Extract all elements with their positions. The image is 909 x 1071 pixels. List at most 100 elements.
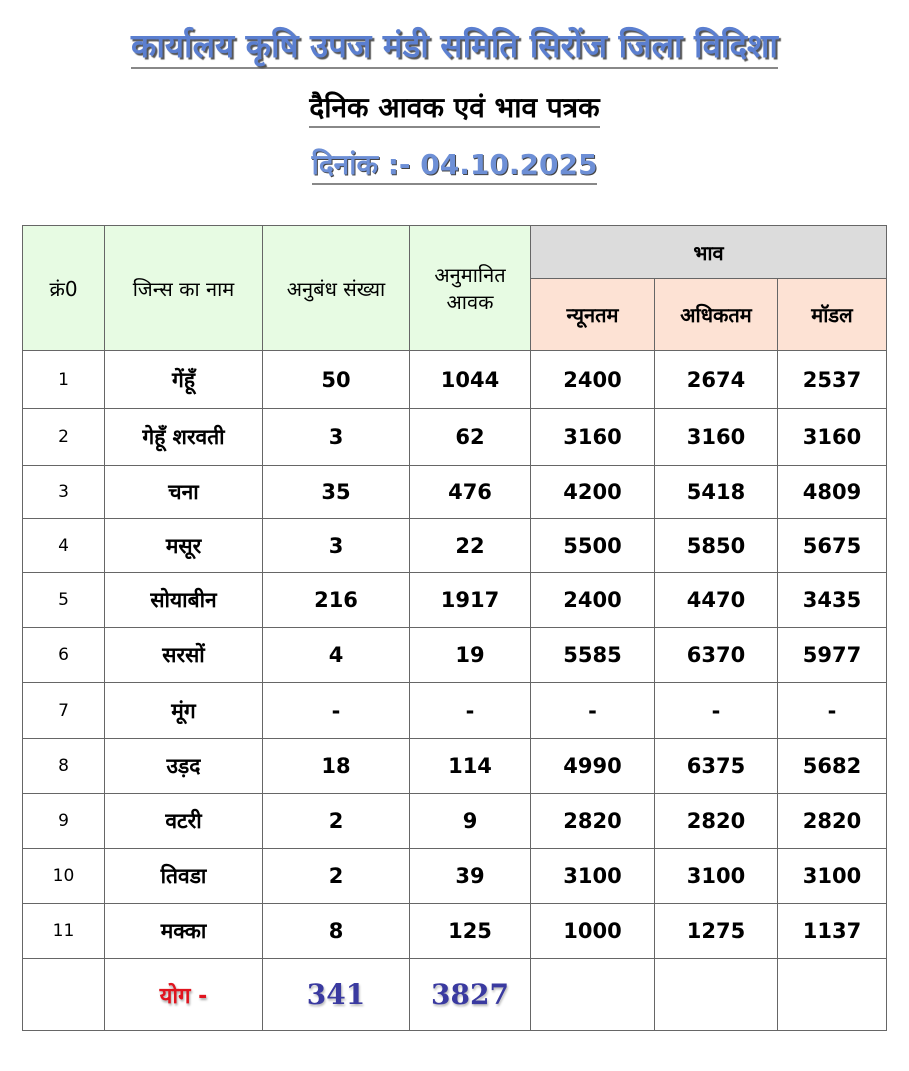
cell-commodity: उड़द bbox=[104, 738, 263, 794]
header-max: अधिकतम bbox=[654, 278, 778, 351]
header-sn: क्रं0 bbox=[22, 225, 105, 351]
cell-sn: 4 bbox=[22, 518, 105, 573]
cell-modal-price: 5682 bbox=[776, 738, 888, 794]
cell-sn: 11 bbox=[22, 903, 105, 959]
cell-min-price: 1000 bbox=[530, 903, 655, 959]
cell-arrival: 62 bbox=[409, 408, 531, 466]
cell-sn: 8 bbox=[22, 738, 105, 794]
report-title: दैनिक आवक एवं भाव पत्रक bbox=[0, 88, 909, 128]
cell-contracts: 216 bbox=[262, 572, 410, 628]
cell-contracts: 3 bbox=[262, 408, 410, 466]
cell-max-price: 2820 bbox=[654, 793, 778, 849]
cell-sn: 1 bbox=[22, 350, 105, 409]
cell-max-price: 1275 bbox=[654, 903, 778, 959]
table-row: 11 मक्का 8 125 1000 1275 1137 bbox=[22, 903, 888, 959]
total-arrival: 3827 bbox=[409, 958, 531, 1031]
cell-contracts: 50 bbox=[262, 350, 410, 409]
cell-commodity: वटरी bbox=[104, 793, 263, 849]
cell-min-price: 5585 bbox=[530, 627, 655, 683]
price-table: क्रं0 जिन्स का नाम अनुबंध संख्या अनुमानि… bbox=[22, 225, 888, 1031]
cell-commodity: मसूर bbox=[104, 518, 263, 573]
cell-arrival: 476 bbox=[409, 465, 531, 519]
cell-min-price: 2820 bbox=[530, 793, 655, 849]
header-min: न्यूनतम bbox=[530, 278, 655, 351]
cell-modal-price: 3435 bbox=[776, 572, 888, 628]
cell-commodity: गेहूँ शरवती bbox=[104, 408, 263, 466]
cell-max-price: 6370 bbox=[654, 627, 778, 683]
total-contracts: 341 bbox=[262, 958, 410, 1031]
cell-commodity: मूंग bbox=[104, 682, 263, 739]
cell-sn: 6 bbox=[22, 627, 105, 683]
cell-contracts: - bbox=[262, 682, 410, 739]
cell-min-price: 5500 bbox=[530, 518, 655, 573]
cell-contracts: 2 bbox=[262, 848, 410, 904]
cell-arrival: 22 bbox=[409, 518, 531, 573]
cell-max-price: 6375 bbox=[654, 738, 778, 794]
cell-commodity: तिवडा bbox=[104, 848, 263, 904]
cell-commodity: चना bbox=[104, 465, 263, 519]
table-row: 9 वटरी 2 9 2820 2820 2820 bbox=[22, 793, 888, 849]
table-row: 6 सरसों 4 19 5585 6370 5977 bbox=[22, 627, 888, 683]
cell-arrival: 1044 bbox=[409, 350, 531, 409]
header-modal: मॉडल bbox=[776, 278, 888, 351]
table-row: 8 उड़द 18 114 4990 6375 5682 bbox=[22, 738, 888, 794]
cell-arrival: 19 bbox=[409, 627, 531, 683]
cell-min-price: 2400 bbox=[530, 572, 655, 628]
header-contracts: अनुबंध संख्या bbox=[262, 225, 410, 351]
cell-modal-price: 5977 bbox=[776, 627, 888, 683]
cell-sn: 3 bbox=[22, 465, 105, 519]
cell-modal-price: 3160 bbox=[776, 408, 888, 466]
table-row: 7 मूंग - - - - - bbox=[22, 682, 888, 739]
cell-contracts: 3 bbox=[262, 518, 410, 573]
cell-min-price: 3100 bbox=[530, 848, 655, 904]
cell-min-price: 4990 bbox=[530, 738, 655, 794]
cell-max-price: 5850 bbox=[654, 518, 778, 573]
cell-commodity: गेंहूँ bbox=[104, 350, 263, 409]
report-date: दिनांक :- 04.10.2025 bbox=[0, 145, 909, 185]
cell-sn: 10 bbox=[22, 848, 105, 904]
cell-sn: 5 bbox=[22, 572, 105, 628]
table-row: 10 तिवडा 2 39 3100 3100 3100 bbox=[22, 848, 888, 904]
cell-modal-price: - bbox=[776, 682, 888, 739]
cell-arrival: 39 bbox=[409, 848, 531, 904]
cell-commodity: मक्का bbox=[104, 903, 263, 959]
cell-sn: 7 bbox=[22, 682, 105, 739]
cell-max-price: 3160 bbox=[654, 408, 778, 466]
cell-min-price: - bbox=[530, 682, 655, 739]
cell-max-price: 4470 bbox=[654, 572, 778, 628]
cell-max-price: 2674 bbox=[654, 350, 778, 409]
cell-max-price: 3100 bbox=[654, 848, 778, 904]
cell-max-price: 5418 bbox=[654, 465, 778, 519]
cell-modal-price: 2537 bbox=[776, 350, 888, 409]
header-arrival: अनुमानित आवक bbox=[409, 225, 531, 351]
cell-modal-price: 4809 bbox=[776, 465, 888, 519]
header-name: जिन्स का नाम bbox=[104, 225, 263, 351]
header-price: भाव bbox=[529, 225, 888, 279]
cell-modal-price: 2820 bbox=[776, 793, 888, 849]
table-row: 4 मसूर 3 22 5500 5850 5675 bbox=[22, 518, 888, 573]
cell-arrival: - bbox=[409, 682, 531, 739]
table-row: 5 सोयाबीन 216 1917 2400 4470 3435 bbox=[22, 572, 888, 628]
cell-contracts: 4 bbox=[262, 627, 410, 683]
table-row: 2 गेहूँ शरवती 3 62 3160 3160 3160 bbox=[22, 408, 888, 466]
cell-max-price: - bbox=[654, 682, 778, 739]
total-label: योग - bbox=[104, 958, 263, 1031]
cell-contracts: 35 bbox=[262, 465, 410, 519]
total-row: योग - 341 3827 bbox=[22, 958, 888, 1031]
office-title: कार्यालय कृषि उपज मंडी समिति सिरोंज जिला… bbox=[0, 22, 909, 69]
cell-modal-price: 3100 bbox=[776, 848, 888, 904]
table-row: 1 गेंहूँ 50 1044 2400 2674 2537 bbox=[22, 350, 888, 409]
cell-arrival: 9 bbox=[409, 793, 531, 849]
cell-modal-price: 5675 bbox=[776, 518, 888, 573]
cell-min-price: 3160 bbox=[530, 408, 655, 466]
cell-commodity: सरसों bbox=[104, 627, 263, 683]
cell-contracts: 8 bbox=[262, 903, 410, 959]
cell-contracts: 2 bbox=[262, 793, 410, 849]
cell-arrival: 1917 bbox=[409, 572, 531, 628]
cell-min-price: 2400 bbox=[530, 350, 655, 409]
cell-modal-price: 1137 bbox=[776, 903, 888, 959]
cell-commodity: सोयाबीन bbox=[104, 572, 263, 628]
table-row: 3 चना 35 476 4200 5418 4809 bbox=[22, 465, 888, 519]
cell-contracts: 18 bbox=[262, 738, 410, 794]
cell-arrival: 114 bbox=[409, 738, 531, 794]
